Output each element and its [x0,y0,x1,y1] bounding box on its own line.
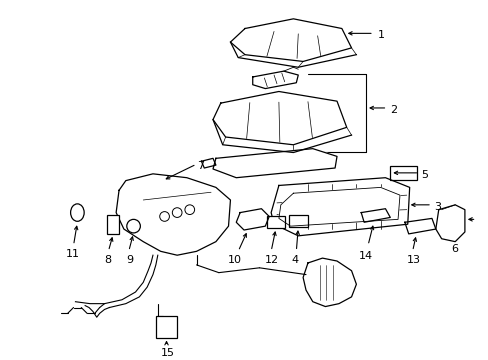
Polygon shape [303,258,356,307]
Text: 10: 10 [227,255,241,265]
Text: 4: 4 [291,255,298,265]
Bar [267,216,284,228]
Ellipse shape [70,204,84,221]
Bar [389,166,417,180]
Polygon shape [236,209,269,230]
Circle shape [126,219,140,233]
Text: 8: 8 [104,255,111,265]
Text: 5: 5 [421,170,427,180]
Text: 7: 7 [197,161,204,171]
Polygon shape [213,120,351,153]
Text: 2: 2 [389,105,397,115]
Bar [107,215,119,234]
Circle shape [184,205,194,215]
Text: 6: 6 [450,244,457,253]
Text: 9: 9 [125,255,133,265]
Polygon shape [230,42,356,67]
Text: 1: 1 [377,31,384,40]
Text: 14: 14 [359,251,373,261]
Polygon shape [213,91,346,145]
Polygon shape [278,188,399,226]
Polygon shape [230,19,351,62]
Polygon shape [435,205,464,242]
Polygon shape [361,209,389,222]
Text: 13: 13 [406,255,420,265]
Polygon shape [270,178,409,236]
Text: 11: 11 [65,249,80,260]
Bar [288,215,307,227]
Circle shape [160,212,169,221]
Text: 3: 3 [433,202,440,212]
Polygon shape [213,149,336,178]
Bar [156,316,177,338]
Circle shape [172,208,182,217]
Polygon shape [116,174,230,255]
Polygon shape [252,71,298,89]
Polygon shape [201,158,216,168]
Polygon shape [404,219,435,234]
Text: 15: 15 [161,348,174,358]
Text: 12: 12 [264,255,278,265]
